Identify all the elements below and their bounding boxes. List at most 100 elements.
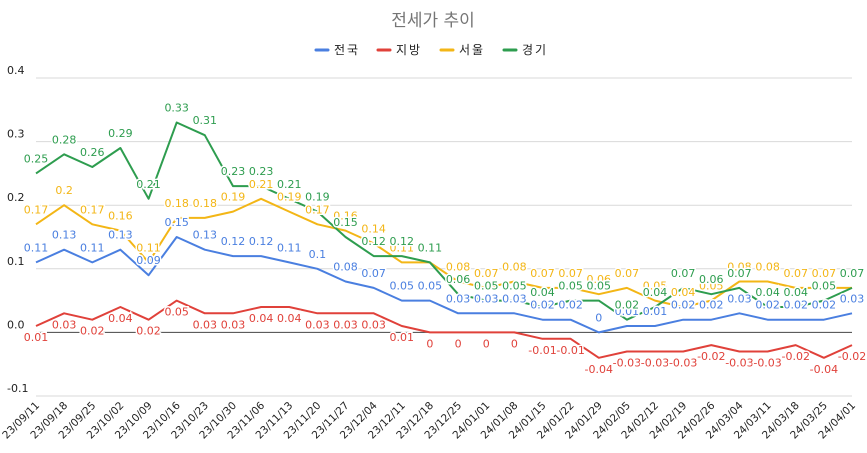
data-label: 0.07: [840, 267, 865, 280]
data-label: 0.04: [671, 286, 696, 299]
data-label: 0.12: [249, 235, 274, 248]
data-label: 0.17: [80, 203, 105, 216]
data-label: 0.04: [755, 286, 780, 299]
y-tick-label: 0.2: [7, 191, 25, 204]
y-axis: -0.1 0.0 0.1 0.2 0.3 0.4: [7, 64, 28, 395]
y-tick-label: 0.0: [7, 318, 25, 331]
data-label: 0.03: [333, 318, 358, 331]
data-label: 0.16: [333, 210, 358, 223]
data-label: 0.11: [418, 241, 443, 254]
data-label: 0.01: [24, 331, 49, 344]
data-label: 0.13: [52, 229, 77, 242]
data-label: 0: [595, 311, 602, 324]
data-label: 0.08: [755, 261, 780, 274]
data-labels: 0.110.130.110.130.090.150.13 0.12 0.12 0.11…: [22, 100, 867, 377]
data-label: 0.03: [361, 318, 386, 331]
chart-title: 전세가 추이: [391, 11, 475, 31]
data-label: 0.26: [80, 146, 105, 159]
data-label: 0.03: [474, 292, 499, 305]
data-label: 0.08: [502, 261, 527, 274]
data-label: -0.02: [838, 350, 866, 363]
data-label: 0.05: [390, 280, 415, 293]
data-label: 0.28: [52, 133, 77, 146]
data-label: 0.02: [615, 299, 640, 312]
data-label: 0.07: [558, 267, 583, 280]
data-label: 0: [511, 337, 518, 350]
data-label: 0.04: [277, 312, 302, 325]
data-label: 0.2: [55, 184, 73, 197]
data-label: 0.03: [727, 292, 752, 305]
data-label: 0.04: [108, 312, 133, 325]
data-label: 0.01: [390, 331, 415, 344]
data-label: 0.02: [755, 299, 780, 312]
data-label: 0.07: [530, 267, 555, 280]
data-label: 0.06: [699, 273, 724, 286]
data-label: 0.03: [446, 292, 471, 305]
data-label: 0.07: [474, 267, 499, 280]
data-label: 0.31: [193, 114, 218, 127]
data-label: 0.07: [671, 267, 696, 280]
data-label: 0.19: [277, 191, 302, 204]
data-label: 0.03: [840, 292, 865, 305]
data-label: 0.33: [164, 102, 189, 115]
series-lines: [35, 121, 853, 359]
data-label: 0: [426, 337, 433, 350]
data-label: 0.05: [164, 306, 189, 319]
data-label: 0.07: [361, 267, 386, 280]
data-label: -0.04: [810, 363, 838, 376]
data-label: 0.16: [108, 210, 133, 223]
data-label: 0.11: [277, 241, 302, 254]
series-line: [35, 236, 853, 334]
data-label: 0.05: [587, 280, 612, 293]
data-label: 0.08: [446, 261, 471, 274]
data-label: 0.08: [333, 261, 358, 274]
data-label: 0.14: [361, 222, 386, 235]
y-tick-label: 0.1: [7, 255, 25, 268]
data-label: -0.02: [697, 350, 725, 363]
data-label: 0.12: [361, 235, 386, 248]
data-label: 0.07: [615, 267, 640, 280]
data-label: 0.07: [783, 267, 808, 280]
data-label: 0.19: [305, 191, 330, 204]
data-label: 0.01: [643, 305, 668, 318]
data-label: 0.11: [390, 241, 415, 254]
data-label: 0.02: [783, 299, 808, 312]
data-label: 0.07: [840, 267, 865, 280]
data-label: 0.17: [305, 203, 330, 216]
data-label: 0.21: [136, 178, 161, 191]
data-label: 0.04: [643, 286, 668, 299]
data-label: -0.01: [556, 344, 584, 357]
data-label: 0.05: [699, 280, 724, 293]
data-label: 0.11: [136, 241, 161, 254]
data-label: 0.05: [474, 280, 499, 293]
data-label: 0.23: [221, 165, 246, 178]
data-label: 0.02: [699, 299, 724, 312]
y-tick-label: -0.1: [7, 382, 28, 395]
data-label: -0.03: [613, 356, 641, 369]
data-label: 0.04: [530, 286, 555, 299]
y-tick-label: 0.3: [7, 128, 25, 141]
legend-entry: 전국: [334, 43, 360, 57]
legend-entry: 서울: [459, 43, 485, 57]
data-label: 0.05: [418, 280, 443, 293]
data-label: 0.04: [783, 286, 808, 299]
data-label: 0.03: [221, 318, 246, 331]
data-label: 0.03: [193, 318, 218, 331]
data-label: 0.11: [24, 241, 49, 254]
data-label: 0.11: [418, 241, 443, 254]
data-label: 0.01: [615, 305, 640, 318]
data-label: 0.02: [558, 299, 583, 312]
data-label: 0.21: [277, 178, 302, 191]
series-line: [35, 121, 853, 321]
data-label: 0.09: [136, 254, 161, 267]
data-label: 0.29: [108, 127, 133, 140]
data-label: 0.05: [558, 280, 583, 293]
legend-entry: 지방: [396, 43, 422, 57]
y-tick-label: 0.4: [7, 64, 25, 77]
data-label: 0.06: [587, 273, 612, 286]
data-label: 0.07: [727, 267, 752, 280]
data-label: -0.01: [528, 344, 556, 357]
data-label: -0.03: [641, 356, 669, 369]
